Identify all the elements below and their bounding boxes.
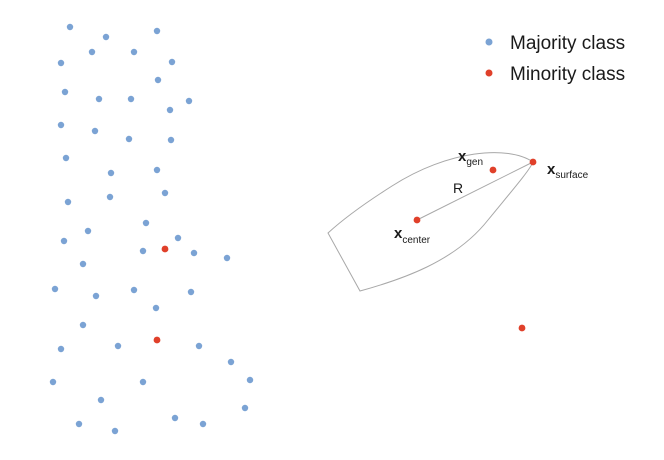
majority-point [185, 97, 193, 105]
majority-point [62, 154, 70, 162]
majority-point [153, 27, 161, 35]
majority-point [167, 136, 175, 144]
majority-point [88, 48, 96, 56]
majority-point [60, 237, 68, 245]
x-center-sub: center [402, 235, 430, 246]
majority-point [102, 33, 110, 41]
minority-points-group [153, 158, 537, 344]
majority-point [127, 95, 135, 103]
x-gen-point [489, 166, 497, 174]
majority-point [168, 58, 176, 66]
majority-point [92, 292, 100, 300]
x-center-label: xcenter [394, 225, 431, 246]
majority-point [91, 127, 99, 135]
majority-point [125, 135, 133, 143]
majority-point [57, 121, 65, 129]
majority-point [79, 260, 87, 268]
majority-point [107, 169, 115, 177]
majority-point [139, 378, 147, 386]
majority-point [142, 219, 150, 227]
x-gen-main: x [458, 148, 467, 165]
majority-point [171, 414, 179, 422]
majority-point [130, 286, 138, 294]
majority-point [190, 249, 198, 257]
legend: Majority class Minority class [485, 33, 625, 85]
majority-point [139, 247, 147, 255]
majority-point [75, 420, 83, 428]
majority-point [79, 321, 87, 329]
majority-point [51, 285, 59, 293]
majority-points-group [49, 23, 254, 435]
majority-point [161, 189, 169, 197]
minority-point [518, 324, 526, 332]
majority-point [84, 227, 92, 235]
majority-point [66, 23, 74, 31]
majority-point [199, 420, 207, 428]
x-surface-main: x [547, 161, 556, 178]
majority-point [153, 166, 161, 174]
majority-point [111, 427, 119, 435]
legend-majority-marker [485, 38, 493, 46]
majority-point [166, 106, 174, 114]
majority-point [49, 378, 57, 386]
x-center-main: x [394, 225, 403, 242]
majority-point [57, 59, 65, 67]
sampling-region-outline [327, 152, 534, 292]
majority-point [154, 76, 162, 84]
majority-point [241, 404, 249, 412]
x-center-point [413, 216, 421, 224]
majority-point [174, 234, 182, 242]
majority-point [152, 304, 160, 312]
majority-point [187, 288, 195, 296]
x-surface-point [529, 158, 537, 166]
majority-point [227, 358, 235, 366]
majority-point [57, 345, 65, 353]
radius-label: R [453, 180, 463, 196]
majority-point [246, 376, 254, 384]
minority-point [161, 245, 169, 253]
majority-point [95, 95, 103, 103]
majority-point [130, 48, 138, 56]
radius-line [416, 161, 534, 221]
x-gen-label: xgen [458, 148, 483, 168]
legend-minority-marker [485, 69, 493, 77]
x-surface-label: xsurface [547, 161, 589, 181]
majority-point [114, 342, 122, 350]
x-surface-sub: surface [555, 170, 588, 181]
minority-point [153, 336, 161, 344]
legend-majority-label: Majority class [510, 33, 625, 54]
legend-minority-label: Minority class [510, 64, 625, 85]
majority-point [61, 88, 69, 96]
majority-point [106, 193, 114, 201]
majority-point [223, 254, 231, 262]
majority-point [195, 342, 203, 350]
majority-point [64, 198, 72, 206]
x-gen-sub: gen [466, 157, 483, 168]
majority-point [97, 396, 105, 404]
